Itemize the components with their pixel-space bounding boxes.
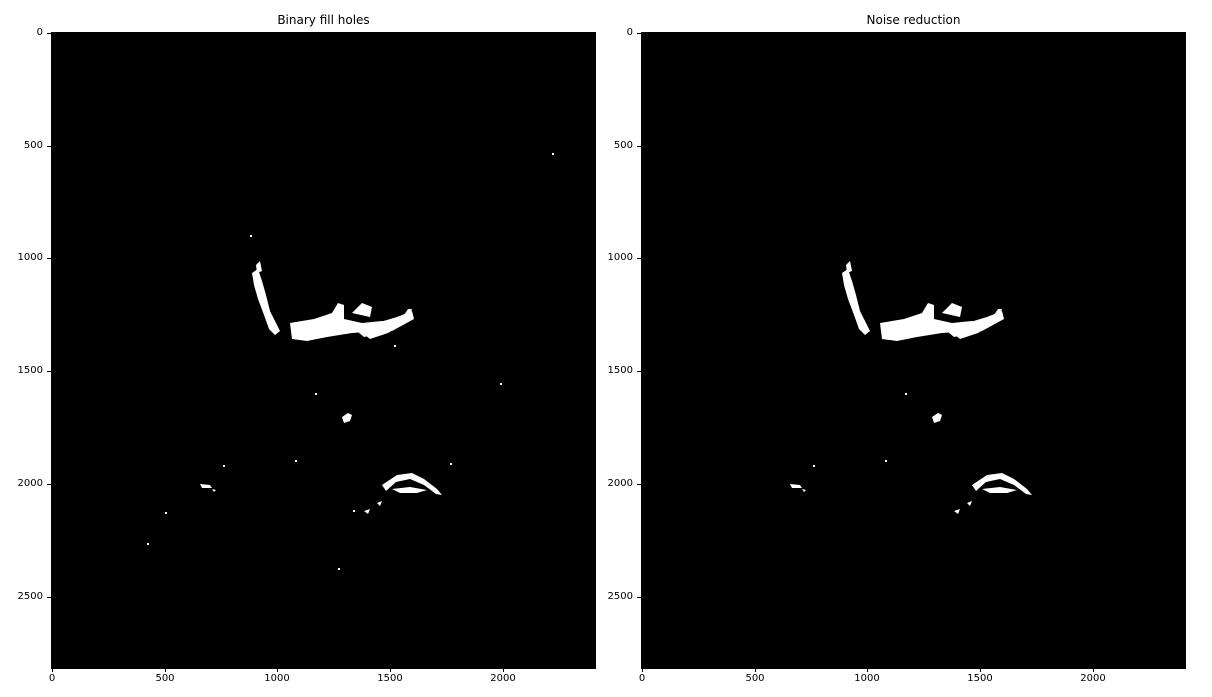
xtick-mark	[980, 668, 981, 672]
ytick-mark	[47, 258, 51, 259]
ytick-label: 1500	[593, 365, 633, 376]
ytick-label: 0	[593, 27, 633, 38]
xtick-mark	[390, 668, 391, 672]
ytick-label: 500	[593, 140, 633, 151]
xtick-mark	[503, 668, 504, 672]
ytick-label: 2500	[3, 591, 43, 602]
xtick-mark	[165, 668, 166, 672]
ytick-mark	[47, 597, 51, 598]
ytick-label: 1000	[3, 252, 43, 263]
ytick-mark	[47, 484, 51, 485]
ytick-mark	[47, 146, 51, 147]
xtick-mark	[867, 668, 868, 672]
ytick-mark	[47, 33, 51, 34]
ytick-mark	[637, 484, 641, 485]
ytick-label: 1500	[3, 365, 43, 376]
ytick-mark	[637, 33, 641, 34]
ytick-label: 2000	[593, 478, 633, 489]
ytick-label: 1000	[593, 252, 633, 263]
xtick-label: 500	[145, 673, 185, 684]
ytick-mark	[637, 597, 641, 598]
xtick-label: 500	[735, 673, 775, 684]
xtick-label: 1000	[847, 673, 887, 684]
xtick-label: 0	[622, 673, 662, 684]
ytick-mark	[637, 146, 641, 147]
ytick-label: 0	[3, 27, 43, 38]
xtick-mark	[52, 668, 53, 672]
xtick-label: 1500	[370, 673, 410, 684]
ytick-mark	[637, 258, 641, 259]
ytick-mark	[637, 371, 641, 372]
xtick-label: 1000	[257, 673, 297, 684]
xtick-label: 0	[32, 673, 72, 684]
xtick-label: 2000	[483, 673, 523, 684]
image-noise-reduction	[642, 33, 1185, 668]
ytick-label: 2000	[3, 478, 43, 489]
ytick-mark	[47, 371, 51, 372]
binary-mask-left	[52, 33, 595, 668]
ytick-label: 2500	[593, 591, 633, 602]
xtick-label: 1500	[960, 673, 1000, 684]
xtick-mark	[755, 668, 756, 672]
xtick-mark	[1093, 668, 1094, 672]
panel-binary-fill-holes: Binary fill holes	[0, 0, 606, 697]
image-binary-fill-holes	[52, 33, 595, 668]
xtick-mark	[277, 668, 278, 672]
xtick-mark	[642, 668, 643, 672]
ytick-label: 500	[3, 140, 43, 151]
panel-title: Noise reduction	[642, 13, 1185, 27]
panel-noise-reduction: Noise reduction	[606, 0, 1212, 697]
xtick-label: 2000	[1073, 673, 1113, 684]
panel-title: Binary fill holes	[52, 13, 595, 27]
binary-mask-right	[642, 33, 1185, 668]
